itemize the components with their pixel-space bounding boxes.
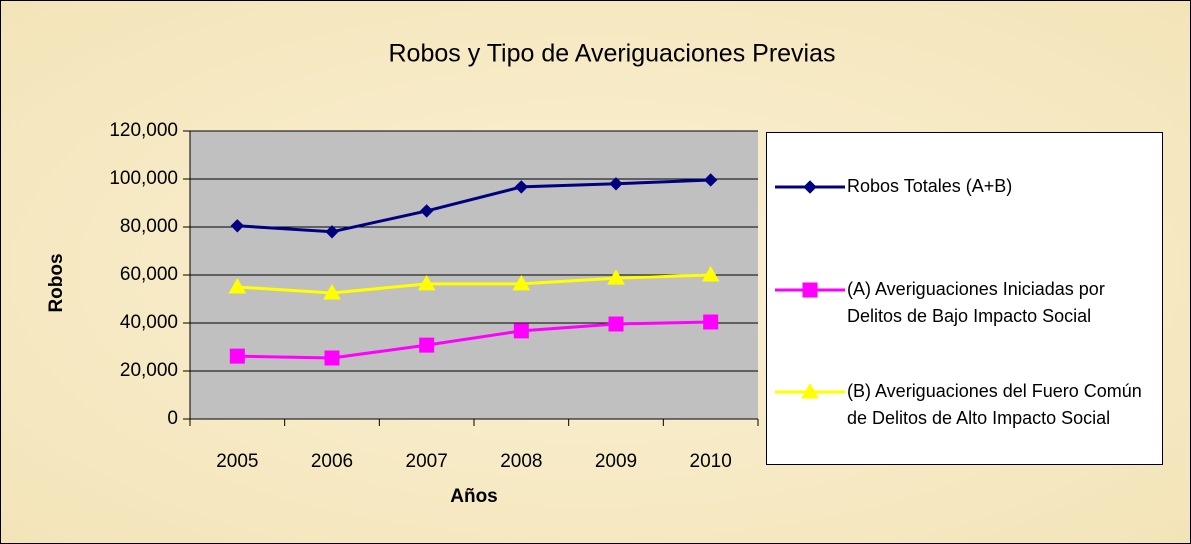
- legend-marker: [802, 282, 818, 298]
- y-tick-label: 60,000: [120, 264, 178, 285]
- data-point: [419, 204, 434, 218]
- x-tick-label: 2006: [311, 451, 353, 472]
- x-axis-title: Años: [450, 486, 498, 507]
- legend-entry: (A) Averiguaciones Iniciadas por Delitos…: [847, 279, 1105, 326]
- data-point: [703, 173, 718, 187]
- series-line: [237, 273, 711, 295]
- legend-label: (B) Averiguaciones del Fuero Común de De…: [847, 381, 1142, 428]
- data-point: [701, 265, 720, 282]
- data-point: [325, 225, 339, 239]
- legend: [766, 132, 1163, 465]
- chart-title: Robos y Tipo de Averiguaciones Previas: [388, 40, 835, 68]
- data-point: [608, 316, 624, 332]
- y-axis-title: Robos: [46, 253, 67, 312]
- legend-entry: (B) Averiguaciones del Fuero Común de De…: [847, 381, 1142, 428]
- x-tick-label: 2007: [406, 451, 448, 472]
- data-point: [323, 283, 341, 300]
- y-tick-label: 0: [167, 408, 178, 429]
- legend-marker: [801, 382, 819, 399]
- data-point: [229, 348, 245, 364]
- data-point: [703, 314, 719, 330]
- x-tick-label: 2009: [595, 451, 637, 472]
- legend-marker: [803, 180, 817, 194]
- legend-label: Robos Totales (A+B): [847, 176, 1013, 196]
- data-point: [419, 337, 435, 353]
- x-tick-label: 2005: [216, 451, 258, 472]
- y-tick-label: 120,000: [109, 120, 178, 141]
- data-point: [607, 269, 625, 285]
- series-line: [237, 320, 711, 360]
- y-tick-label: 20,000: [120, 360, 178, 381]
- y-tick-label: 40,000: [120, 312, 178, 333]
- x-tick-label: 2010: [690, 451, 732, 472]
- data-point: [513, 323, 529, 339]
- series-line: [237, 178, 711, 234]
- data-point: [417, 274, 436, 291]
- y-tick-label: 100,000: [109, 168, 178, 189]
- x-tick-label: 2008: [500, 451, 542, 472]
- legend-label: (A) Averiguaciones Iniciadas por Delitos…: [847, 279, 1105, 326]
- data-point: [514, 180, 529, 194]
- data-point: [512, 274, 531, 291]
- data-point: [324, 350, 340, 366]
- y-tick-label: 80,000: [120, 216, 178, 237]
- legend-entry: Robos Totales (A+B): [847, 176, 1013, 196]
- data-point: [228, 277, 247, 294]
- data-point: [230, 219, 245, 233]
- data-point: [609, 177, 623, 191]
